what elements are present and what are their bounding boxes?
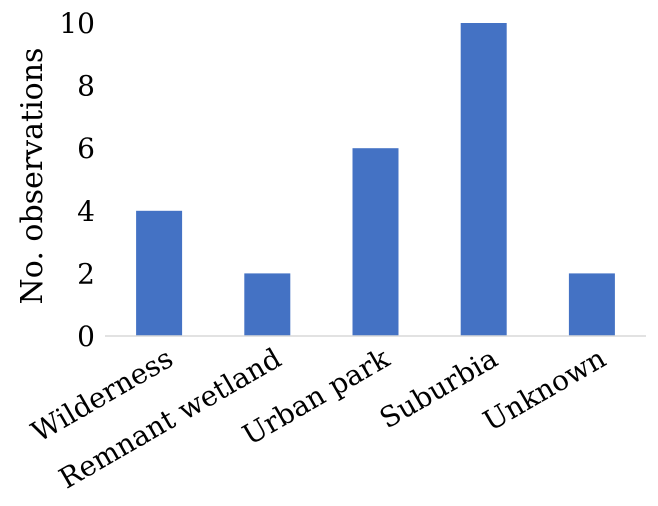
x-tick-label: Unknown: [478, 341, 612, 437]
y-axis-title: No. observations: [15, 48, 50, 305]
y-tick-label: 6: [77, 132, 95, 165]
y-tick-label: 0: [77, 320, 95, 353]
bar-urban-park: [352, 148, 399, 336]
bar-unknown: [568, 273, 615, 336]
y-tick-label: 10: [59, 7, 95, 40]
y-axis-tick-labels: 0 2 4 6 8 10: [59, 7, 95, 353]
bar-suburbia: [460, 23, 507, 336]
y-tick-label: 4: [77, 195, 95, 228]
y-tick-label: 2: [77, 257, 95, 290]
bar-remnant-wetland: [244, 273, 291, 336]
bars: [136, 23, 615, 336]
bar-wilderness: [136, 210, 183, 336]
y-tick-label: 8: [77, 70, 95, 103]
